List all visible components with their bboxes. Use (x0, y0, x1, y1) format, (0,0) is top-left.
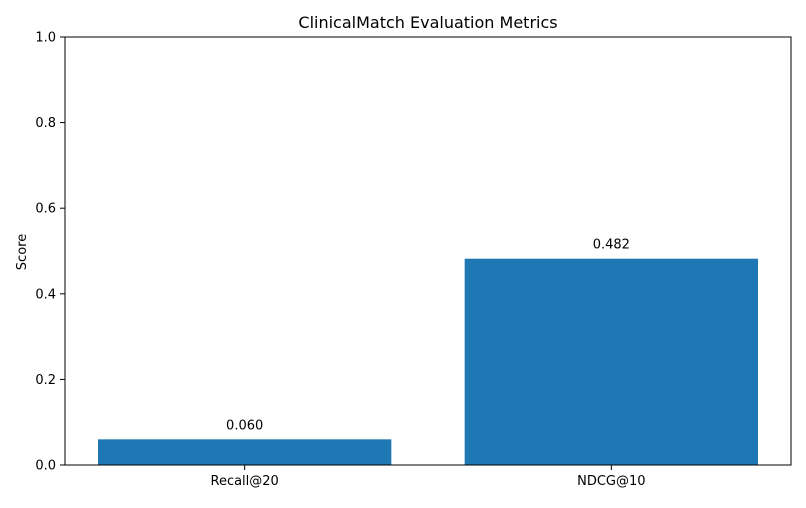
y-tick-label: 0.8 (35, 116, 56, 131)
bar-recall-20 (98, 439, 392, 465)
y-tick-label: 0.2 (35, 373, 56, 388)
x-tick-label: NDCG@10 (577, 474, 645, 489)
y-axis-ticks: 0.0 0.2 0.4 0.6 0.8 1.0 (35, 31, 65, 474)
y-tick-label: 0.4 (35, 287, 56, 302)
x-axis-ticks: Recall@20 NDCG@10 (211, 465, 646, 489)
data-labels-layer: 0.060 0.482 (226, 238, 630, 434)
y-tick-label: 1.0 (35, 31, 56, 46)
bars-layer (98, 258, 758, 465)
data-label: 0.060 (226, 418, 263, 433)
x-tick-label: Recall@20 (211, 474, 279, 489)
y-axis-label: Score (15, 234, 30, 270)
y-tick-label: 0.0 (35, 459, 56, 474)
chart-title: ClinicalMatch Evaluation Metrics (298, 13, 557, 32)
plot-frame (64, 36, 792, 466)
data-label: 0.482 (593, 238, 630, 253)
bar-ndcg-10 (464, 258, 758, 465)
y-tick-label: 0.6 (35, 202, 56, 217)
